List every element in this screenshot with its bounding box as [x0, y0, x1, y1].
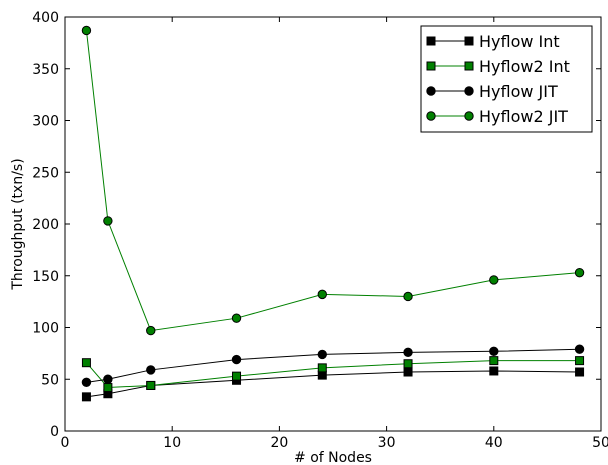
axis-ticks: 0 10 20 30 40 50 0 50 100 150 200 250 300 350 400: [32, 10, 608, 451]
data-point: [403, 359, 413, 369]
legend: Hyflow Int Hyflow2 Int Hyflow JIT Hyflow2 J…: [420, 25, 593, 133]
y-tick-label: 300: [32, 114, 59, 130]
legend-label: Hyflow2 Int: [479, 57, 570, 76]
data-point: [575, 356, 585, 366]
x-tick-label: 20: [270, 435, 288, 451]
legend-item: Hyflow JIT: [426, 82, 558, 101]
data-point: [489, 275, 499, 285]
x-axis-label: # of Nodes: [294, 450, 372, 465]
y-tick-label: 50: [41, 372, 59, 388]
y-tick-label: 0: [50, 424, 59, 440]
legend-marker: [464, 36, 474, 46]
y-axis-label: Throughput (txn/s): [10, 158, 26, 290]
series-line: [86, 360, 580, 389]
x-tick-label: 50: [592, 435, 608, 451]
legend-label: Hyflow2 JIT: [479, 107, 568, 126]
data-point: [81, 377, 92, 388]
data-point: [146, 325, 156, 336]
y-tick-label: 350: [32, 62, 59, 78]
data-point: [231, 313, 242, 323]
data-point: [146, 380, 156, 390]
legend-box: [420, 25, 593, 133]
y-tick-label: 100: [32, 321, 59, 337]
series-hyflow-jit: [81, 344, 585, 388]
legend-marker: [426, 111, 436, 121]
data-point: [103, 216, 113, 226]
data-point: [81, 392, 91, 402]
data-point: [103, 374, 113, 384]
data-point: [81, 358, 91, 368]
data-point: [232, 371, 242, 381]
legend-label: Hyflow JIT: [479, 82, 558, 101]
y-tick-label: 250: [32, 165, 59, 181]
data-point: [489, 346, 499, 357]
legend-item: Hyflow2 JIT: [426, 107, 568, 126]
legend-marker: [464, 86, 474, 96]
data-point: [403, 367, 413, 377]
legend-marker: [464, 111, 474, 121]
series-line: [86, 370, 580, 398]
series-line: [85, 30, 580, 332]
data-point: [489, 366, 499, 376]
series-layer: [81, 25, 585, 402]
legend-marker: [464, 61, 474, 71]
legend-marker: [426, 61, 436, 71]
data-point: [317, 349, 327, 360]
y-tick-label: 150: [32, 269, 59, 285]
legend-marker: [426, 86, 436, 96]
series-line: [86, 348, 580, 383]
data-point: [146, 365, 156, 375]
data-point: [574, 344, 585, 354]
x-tick-label: 0: [61, 435, 70, 451]
legend-item: Hyflow Int: [426, 32, 560, 51]
y-tick-label: 400: [32, 10, 59, 26]
series-hyflow2-jit: [81, 25, 585, 336]
data-point: [81, 25, 92, 36]
legend-label: Hyflow Int: [479, 32, 560, 51]
data-point: [489, 356, 499, 366]
data-point: [317, 363, 327, 373]
x-tick-label: 40: [485, 435, 503, 451]
series-hyflow2-int: [81, 356, 585, 393]
x-tick-label: 30: [378, 435, 396, 451]
data-point: [403, 347, 413, 358]
data-point: [575, 367, 585, 377]
legend-marker: [426, 36, 436, 46]
y-tick-label: 200: [32, 217, 59, 233]
data-point: [574, 267, 585, 278]
legend-item: Hyflow2 Int: [426, 57, 570, 76]
x-tick-label: 10: [163, 435, 181, 451]
data-point: [231, 354, 242, 365]
data-point: [103, 383, 113, 393]
data-point: [403, 291, 413, 302]
data-point: [317, 289, 327, 300]
